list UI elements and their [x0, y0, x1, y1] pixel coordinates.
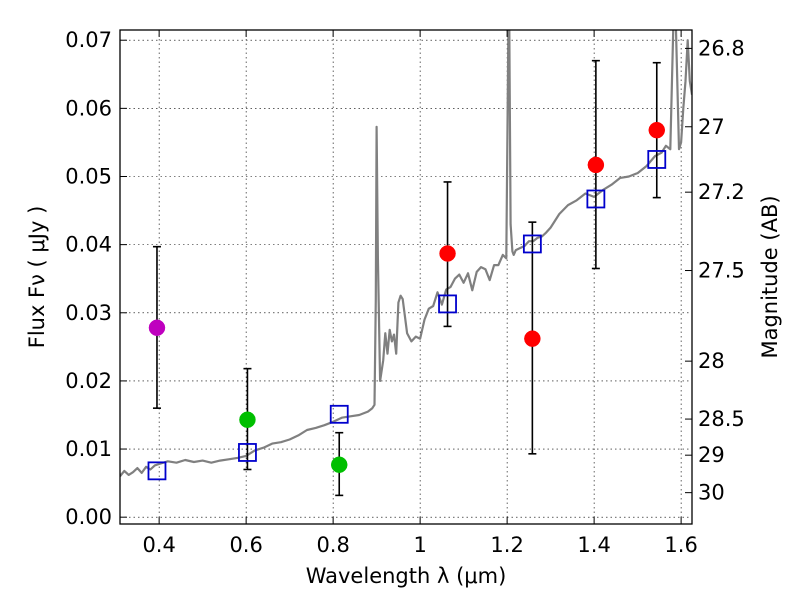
plot-background [120, 30, 692, 524]
y2-tick-label: 30 [698, 481, 725, 505]
data-markers [147, 121, 667, 481]
y2-axis-label: Magnitude (AB) [758, 195, 782, 358]
y2-tick-label: 27 [698, 115, 725, 139]
x-tick-label: 1 [413, 533, 426, 557]
y2-tick-label: 27.2 [698, 180, 745, 204]
y-tick-label: 0.03 [65, 301, 112, 325]
y-tick-label: 0.00 [65, 505, 112, 529]
observed-flux-point [648, 121, 666, 139]
x-axis-label: Wavelength λ (μm) [306, 564, 507, 588]
y-tick-label: 0.07 [65, 28, 112, 52]
x-tick-label: 0.4 [142, 533, 175, 557]
model-spectrum [120, 30, 692, 477]
observed-flux-point [587, 156, 605, 174]
y-tick-label: 0.05 [65, 164, 112, 188]
x-tick-label: 0.8 [316, 533, 349, 557]
y2-tick-label: 29 [698, 443, 725, 467]
axis-ticks: 0.4 0.6 0.8 1 1.2 1.4 1.6 0.00 0.01 0.02 0.03 0.04 0… [65, 28, 745, 557]
model-photometry-square [329, 404, 349, 424]
y2-tick-label: 28 [698, 349, 725, 373]
y-axis-label: Flux Fν ( μJy ) [25, 206, 49, 349]
spectrum-line [120, 30, 692, 477]
model-photometry-square [238, 443, 257, 462]
y2-tick-label: 26.8 [698, 36, 745, 60]
observed-flux-point [524, 330, 541, 347]
observed-flux-point [330, 456, 348, 473]
observed-flux-point [148, 319, 166, 337]
model-photometry-square [647, 150, 667, 169]
y2-tick-label: 28.5 [698, 407, 745, 431]
x-tick-label: 0.6 [229, 533, 262, 557]
y-tick-label: 0.01 [65, 437, 112, 461]
model-photometry-square [438, 294, 457, 314]
x-tick-label: 1.4 [577, 533, 610, 557]
grid-lines [120, 30, 692, 524]
observed-flux-point [439, 245, 456, 262]
x-tick-label: 1.2 [490, 533, 523, 557]
x-tick-label: 1.6 [664, 533, 697, 557]
y-tick-label: 0.04 [65, 233, 112, 257]
observed-flux-point [239, 411, 256, 428]
model-photometry-square [147, 461, 167, 481]
y-tick-label: 0.02 [65, 369, 112, 393]
model-photometry-square [586, 189, 606, 209]
model-photometry-square [522, 234, 542, 254]
y2-tick-label: 27.5 [698, 259, 745, 283]
plot-frame [119, 29, 693, 525]
y-tick-label: 0.06 [65, 96, 112, 120]
